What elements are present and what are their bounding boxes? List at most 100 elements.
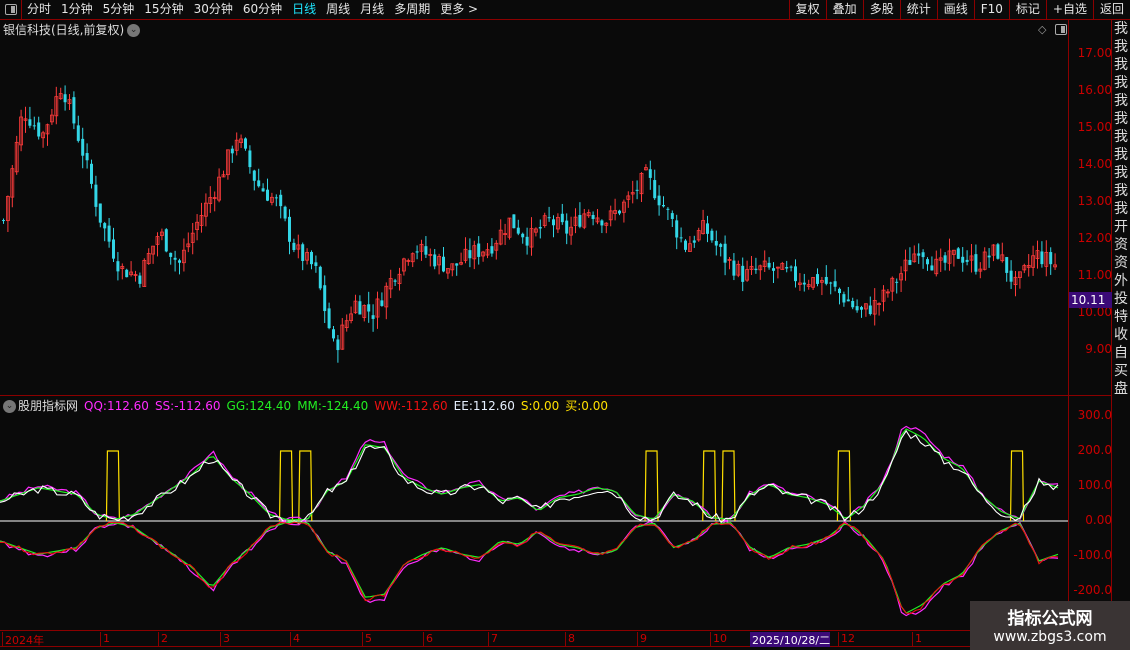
candle: [208, 197, 213, 204]
candle: [155, 236, 160, 245]
candle: [375, 298, 380, 318]
indicator-tick: 100.0: [1077, 478, 1112, 492]
candle: [965, 259, 969, 262]
candle: [719, 244, 723, 247]
toolbar-button[interactable]: 多股: [862, 0, 900, 20]
candle: [534, 228, 538, 233]
candle: [283, 206, 287, 219]
candle: [881, 289, 886, 302]
period-tab[interactable]: 30分钟: [193, 2, 233, 16]
candle: [846, 299, 850, 302]
toolbar-button[interactable]: F10: [973, 0, 1009, 20]
toolbar-button[interactable]: 标记: [1008, 0, 1046, 20]
chart-title: 银信科技(日线,前复权) ⌄: [3, 21, 141, 38]
candle: [679, 237, 683, 239]
candle: [212, 197, 217, 199]
candle: [789, 266, 793, 268]
candle: [943, 255, 947, 263]
chart-canvas[interactable]: [0, 38, 1068, 630]
candle: [608, 210, 613, 221]
candle: [749, 265, 754, 270]
candle: [886, 291, 890, 294]
chevron-down-icon[interactable]: ⌄: [127, 24, 141, 37]
candle: [274, 197, 278, 199]
indicator-tick: -200.0: [1073, 583, 1112, 597]
candle: [516, 227, 520, 234]
candle: [798, 282, 802, 285]
candle: [116, 261, 120, 272]
candle: [1049, 252, 1053, 265]
candle: [675, 220, 679, 238]
toolbar-button[interactable]: 叠加: [825, 0, 863, 20]
price-tick: 10.00: [1077, 305, 1112, 319]
candle: [292, 242, 296, 251]
toggle-panel-button[interactable]: [0, 0, 22, 20]
candle: [578, 215, 582, 227]
indicator-value: GG:124.40: [226, 399, 292, 413]
candle: [138, 275, 142, 284]
period-tab[interactable]: 5分钟: [102, 2, 135, 16]
candle: [547, 217, 551, 219]
panel-toggle-icon[interactable]: [1055, 24, 1067, 35]
candle: [745, 269, 749, 281]
candle: [622, 201, 626, 213]
chevron-down-icon[interactable]: ⌄: [3, 400, 16, 413]
signal-pulse: [298, 450, 313, 522]
candle: [424, 246, 428, 255]
candle: [28, 119, 32, 126]
candle: [90, 163, 93, 184]
candle: [503, 233, 508, 235]
candle: [146, 253, 151, 264]
candle: [560, 213, 564, 223]
toolbar-button[interactable]: 统计: [899, 0, 937, 20]
candle: [445, 268, 450, 274]
period-tab[interactable]: 更多 >: [440, 2, 479, 16]
candle: [181, 249, 186, 264]
time-label: 2025/10/28/二: [750, 632, 831, 647]
candle: [2, 220, 5, 222]
candle: [855, 306, 859, 311]
candle: [248, 150, 252, 168]
candle: [221, 174, 226, 178]
toolbar-button[interactable]: 画线: [936, 0, 974, 20]
period-tab[interactable]: 15分钟: [144, 2, 184, 16]
candle: [586, 212, 591, 217]
period-tab[interactable]: 分时: [27, 2, 52, 16]
price-tick: 12.00: [1077, 231, 1112, 245]
candle: [1022, 265, 1027, 271]
toolbar-button[interactable]: +自选: [1045, 0, 1093, 20]
signal-pulse: [105, 450, 121, 522]
candle: [785, 267, 789, 269]
candle: [978, 268, 983, 272]
candle: [982, 251, 987, 270]
candle: [279, 194, 283, 207]
candle: [133, 274, 138, 276]
indicator-value: WW:-112.60: [374, 399, 448, 413]
toolbar-button[interactable]: 返回: [1092, 0, 1130, 20]
candle: [772, 268, 775, 271]
signal-pulse: [702, 450, 717, 522]
period-tab[interactable]: 1分钟: [61, 2, 93, 16]
period-tab[interactable]: 60分钟: [242, 2, 283, 16]
period-tab[interactable]: 月线: [360, 2, 385, 16]
candle: [762, 260, 767, 267]
period-tab[interactable]: 日线: [292, 2, 317, 16]
candle: [710, 230, 714, 241]
toolbar-button[interactable]: 复权: [788, 0, 826, 20]
current-price-label: 10.11: [1069, 292, 1112, 308]
period-tab[interactable]: 周线: [326, 2, 351, 16]
signal-pulse: [836, 450, 851, 522]
candle: [987, 255, 991, 258]
candle: [72, 97, 76, 124]
candle: [838, 288, 841, 294]
period-tab[interactable]: 多周期: [394, 2, 431, 16]
indicator-value: QQ:112.60: [84, 399, 149, 413]
diamond-icon[interactable]: ◇: [1038, 23, 1047, 36]
candle: [380, 300, 384, 306]
indicator-value: MM:-124.40: [297, 399, 369, 413]
candle: [58, 93, 63, 100]
candle: [169, 252, 173, 257]
candle: [349, 313, 354, 321]
indicator-name[interactable]: 股朋指标网: [18, 399, 79, 413]
candle: [1040, 251, 1044, 265]
